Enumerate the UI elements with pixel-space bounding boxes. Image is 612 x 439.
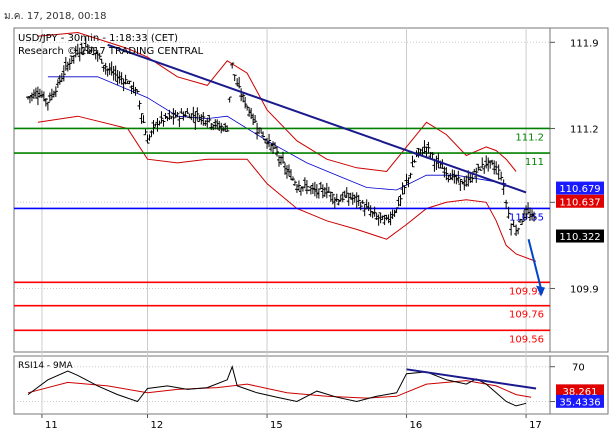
price-tag-label: 110.322 xyxy=(559,232,600,243)
forecast-arrow-head xyxy=(536,285,546,297)
main-title-line2: Research © 2017 TRADING CENTRAL xyxy=(18,46,204,57)
rsi-tag-label: 35.4336 xyxy=(559,397,600,408)
price-tag-blue xyxy=(556,181,604,195)
x-tick-label: 11 xyxy=(45,420,58,431)
y-tick-label: 111.9 xyxy=(570,38,599,49)
rsi-ma-line xyxy=(27,380,532,399)
rsi-trendline xyxy=(406,368,537,390)
bollinger-upper-line xyxy=(37,31,517,173)
level-label: 109.95 xyxy=(509,286,544,297)
x-tick-label: 16 xyxy=(410,420,423,431)
price-tags-layer: 110.679 110.637 110.322 xyxy=(556,181,604,243)
rsi-tag-red xyxy=(556,384,604,398)
price-tag-label: 110.679 xyxy=(559,184,600,195)
x-tick-label: 12 xyxy=(151,420,164,431)
y-tick-label: 111.2 xyxy=(570,124,599,135)
price-tag-label: 110.637 xyxy=(559,197,600,208)
bollinger-lower-line xyxy=(37,115,537,262)
rsi-panel-label: RSI14 - 9MA xyxy=(18,361,74,371)
descending-trendline xyxy=(107,43,527,194)
y-tick-label: 109.9 xyxy=(570,284,599,295)
price-tag-last xyxy=(556,229,604,243)
price-bars-layer xyxy=(25,37,537,236)
level-label: 109.76 xyxy=(509,310,544,321)
level-label: 111 xyxy=(525,157,544,168)
trendline-layer xyxy=(107,43,546,297)
x-tick-label: 17 xyxy=(529,420,542,431)
x-tick-label: 15 xyxy=(270,420,283,431)
header-timestamp: ม.ค. 17, 2018, 00:18 xyxy=(4,11,107,22)
price-tag-red xyxy=(556,194,604,208)
rsi-y-tick-label: 70 xyxy=(572,363,585,374)
rsi-tag-label: 38.261 xyxy=(563,387,598,398)
level-label: 109.56 xyxy=(509,334,544,345)
rsi-tag-blue xyxy=(556,394,604,408)
level-label: 111.2 xyxy=(515,132,544,143)
forecast-arrow-shaft xyxy=(527,238,542,289)
main-title-line1: USD/JPY - 30min - 1:18:33 (CET) xyxy=(18,33,178,44)
